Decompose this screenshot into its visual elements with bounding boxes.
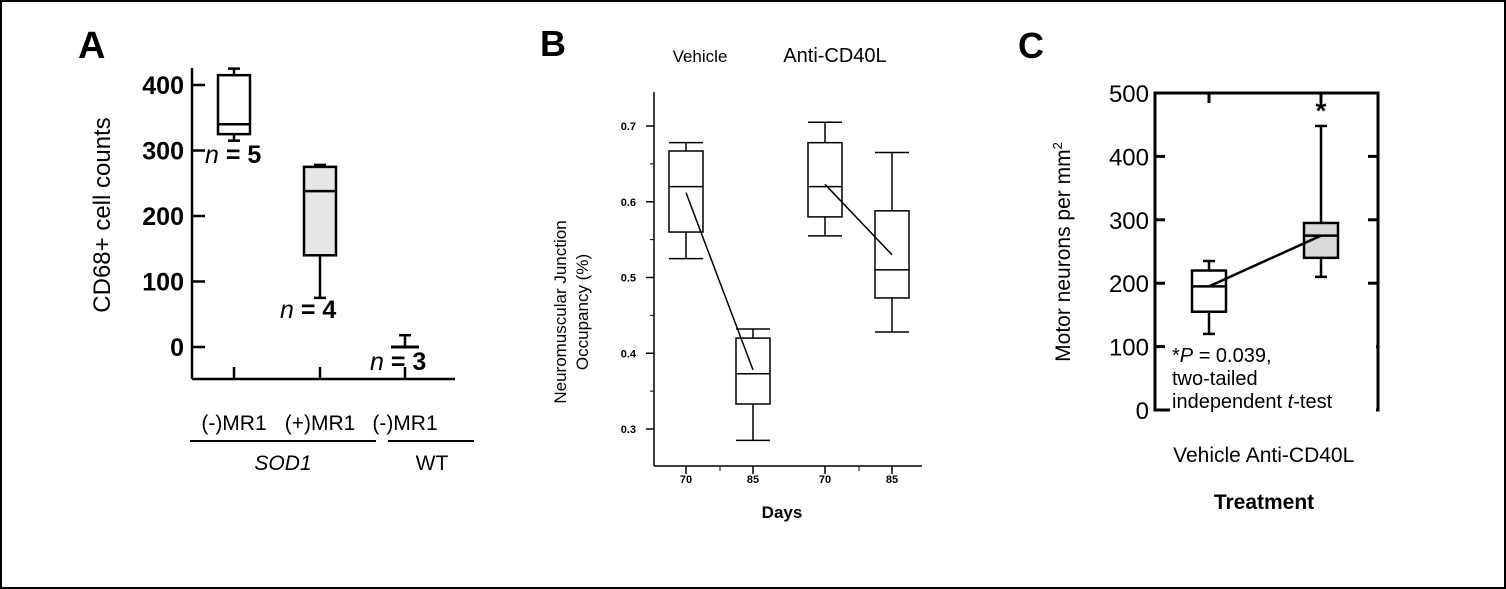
panel-c-box-0 — [1190, 259, 1228, 336]
panel-b-y-axis-label-line1: Neuromuscular Junction — [551, 220, 570, 403]
note-t: t — [1288, 391, 1295, 413]
panel-c-trend-line — [1208, 234, 1322, 288]
panel-b-trend-line-0 — [685, 192, 754, 371]
panel-a-n-label-0: n = 5 — [205, 141, 261, 169]
panel-c-label: C — [1018, 25, 1044, 66]
panel-a: A CD68+ cell counts 0 100 200 300 400 (-)MR1 (… — [78, 25, 474, 475]
panel-a-n-value: = 4 — [294, 296, 336, 324]
panel-b-box-2 — [807, 121, 843, 237]
panel-a-label: A — [78, 25, 105, 67]
panel-a-y-tick-label: 200 — [142, 203, 184, 231]
note-p-value: = 0.039, — [1193, 345, 1271, 367]
panel-c-box-1 — [1302, 124, 1340, 279]
panel-c-y-tick-label: 500 — [1109, 81, 1149, 108]
panel-c-x-tick-label-vehicle: Vehicle — [1173, 444, 1241, 467]
panel-a-box-1-box — [302, 165, 338, 257]
panel-c-p-value-note: *P = 0.039, — [1172, 345, 1272, 367]
panel-a-n-value: = 5 — [219, 141, 261, 169]
note-star: * — [1172, 345, 1180, 367]
panel-a-n-italic: n — [370, 348, 384, 376]
note-p: P — [1180, 345, 1194, 367]
panel-a-n-italic: n — [280, 296, 294, 324]
panel-b-box-0-box — [668, 150, 704, 233]
panel-b-y-tick-label: 0.7 — [621, 121, 636, 133]
panel-c-y-tick-label: 300 — [1109, 208, 1149, 235]
panel-a-n-value: = 3 — [384, 348, 426, 376]
panel-c-x-axis-label: Treatment — [1214, 491, 1314, 514]
panel-b-y-tick-label: 0.5 — [621, 273, 636, 285]
panel-a-y-axis-label: CD68+ cell counts — [89, 117, 116, 312]
panel-b-x-tick-label: 70 — [680, 474, 692, 486]
panel-b-x-tick-label: 70 — [819, 474, 831, 486]
panel-c-box-0-box — [1190, 269, 1228, 313]
panel-b-y-tick-label: 0.6 — [621, 197, 636, 209]
panel-b-x-tick-label: 85 — [886, 474, 898, 486]
panel-a-group-label-sod1: SOD1 — [254, 452, 311, 475]
panel-c-y-tick-label: 200 — [1109, 271, 1149, 298]
note-independent: independent — [1172, 391, 1288, 413]
panel-c-significance-star: * — [1316, 95, 1327, 126]
panel-b-box-1-box — [735, 337, 771, 405]
panel-c-test-note-line2: two-tailed — [1172, 368, 1258, 390]
panel-a-y-tick-label: 100 — [142, 269, 184, 297]
panel-c-y-tick-label: 100 — [1109, 335, 1149, 362]
panel-b-y-tick-label: 0.3 — [621, 424, 636, 436]
panel-b-trend-line-1 — [824, 183, 893, 256]
panel-b-box-2-box — [807, 141, 843, 218]
panel-c-box-1-box — [1302, 221, 1340, 260]
panel-a-box-0 — [216, 67, 252, 142]
panel-c: C Motor neurons per mm2 Treatment 0 100 20… — [1018, 25, 1380, 514]
panel-a-n-label-2: n = 3 — [370, 348, 426, 376]
panel-a-n-label-1: n = 4 — [280, 296, 336, 324]
panel-a-box-2 — [391, 333, 419, 349]
panel-a-n-italic: n — [205, 141, 219, 169]
panel-a-group-label-wt: WT — [416, 452, 449, 475]
panel-a-x-tick-label: (-)MR1 — [372, 412, 437, 435]
panel-a-x-tick-label: (+)MR1 — [285, 412, 356, 435]
panel-b-title-anti-cd40l: Anti-CD40L — [783, 45, 886, 67]
panel-b-x-axis-label: Days — [762, 503, 803, 522]
panel-b-y-tick-label: 0.4 — [621, 348, 637, 360]
panel-a-y-tick-label: 400 — [142, 72, 184, 100]
panel-c-y-axis-label-superscript: 2 — [1050, 142, 1065, 149]
note-test: -test — [1293, 391, 1332, 413]
panel-c-y-tick-label: 400 — [1109, 144, 1149, 171]
panel-c-note-background — [1170, 343, 1376, 413]
panel-c-test-note-line3: independent t-test — [1172, 391, 1333, 413]
panel-a-y-tick-label: 300 — [142, 138, 184, 166]
panel-a-y-tick-label: 0 — [170, 334, 184, 362]
panel-b-label: B — [540, 23, 566, 64]
panel-b-box-0 — [668, 141, 704, 260]
panel-a-box-1 — [302, 163, 338, 300]
panel-b-x-tick-label: 85 — [747, 474, 759, 486]
panel-a-x-tick-label: (-)MR1 — [201, 412, 266, 435]
panel-c-y-axis-label-text: Motor neurons per mm — [1052, 149, 1075, 361]
panel-b-title-vehicle: Vehicle — [673, 47, 728, 66]
panel-c-y-axis-label: Motor neurons per mm2 — [1050, 142, 1075, 362]
panel-b-y-axis-label-line2: Occupancy (%) — [573, 254, 592, 370]
panel-c-y-tick-label: 0 — [1136, 398, 1149, 425]
panel-b: B Vehicle Anti-CD40L Neuromuscular Junct… — [540, 23, 922, 522]
panel-b-box-1 — [735, 328, 771, 442]
panel-c-x-tick-label-anti-cd40l: Anti-CD40L — [1246, 444, 1355, 467]
